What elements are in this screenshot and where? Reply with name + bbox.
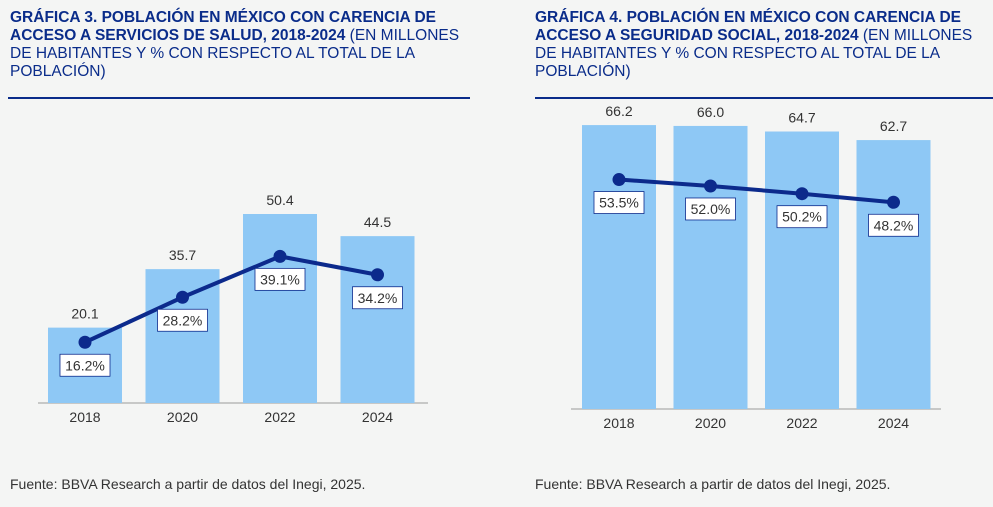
percentage-point-2024 xyxy=(887,195,900,209)
percentage-label-box xyxy=(254,267,306,291)
chart-title-subtitle: (EN MILLONES DE HABITANTES Y % CON RESPE… xyxy=(535,27,973,80)
chart-seguridad-social: 66.2 2018 66.0 2020 64.7 2022 62.7 2024 53.5% 52.… xyxy=(571,103,941,431)
percentage-label: 53.5% xyxy=(599,195,639,211)
percentage-label: 16.2% xyxy=(65,357,105,373)
percentage-label: 52.0% xyxy=(691,201,731,217)
percentage-point-2024 xyxy=(371,268,384,282)
bar-2020 xyxy=(673,125,748,409)
percentage-label-box xyxy=(868,213,919,237)
chart-title-subtitle: (EN MILLONES DE HABITANTES Y % CON RESPE… xyxy=(10,27,460,80)
percentage-label-box xyxy=(776,205,828,229)
x-tick-label: 2018 xyxy=(69,409,100,425)
source-note: Fuente: BBVA Research a partir de datos … xyxy=(535,476,891,492)
bar-value-label: 20.1 xyxy=(71,306,98,322)
percentage-point-2018 xyxy=(78,335,92,349)
chart-title: GRÁFICA 3. POBLACIÓN EN MÉXICO CON CAREN… xyxy=(10,9,480,81)
bar-value-label: 44.5 xyxy=(364,214,391,230)
bar-2024 xyxy=(856,140,931,409)
bar-value-label: 35.7 xyxy=(169,247,196,263)
chart-title-bold: GRÁFICA 3. POBLACIÓN EN MÉXICO CON CAREN… xyxy=(10,9,436,44)
chart-salud: 20.1 2018 35.7 2020 50.4 2022 44.5 2024 16.2% 28.… xyxy=(38,192,428,425)
percentage-point-2020 xyxy=(176,290,189,304)
percentage-label-box xyxy=(352,286,403,310)
bar-value-label: 66.0 xyxy=(697,104,724,120)
percentage-line xyxy=(83,254,380,345)
x-tick-label: 2022 xyxy=(264,409,295,425)
x-tick-label: 2024 xyxy=(878,415,909,431)
bar-2020 xyxy=(145,269,220,403)
bar-2022 xyxy=(243,214,317,403)
x-tick-label: 2020 xyxy=(167,409,198,425)
bar-2022 xyxy=(765,131,839,409)
bar-value-label: 62.7 xyxy=(880,118,907,134)
x-tick-label: 2020 xyxy=(695,415,726,431)
percentage-label: 39.1% xyxy=(260,271,300,287)
title-divider xyxy=(535,97,993,99)
chart-panel-salud: GRÁFICA 3. POBLACIÓN EN MÉXICO CON CAREN… xyxy=(0,0,480,507)
chart-title: GRÁFICA 4. POBLACIÓN EN MÉXICO CON CAREN… xyxy=(535,9,993,81)
percentage-point-2022 xyxy=(273,249,287,263)
percentage-label-box xyxy=(157,308,208,332)
percentage-label-box xyxy=(685,197,736,221)
chart-title-bold: GRÁFICA 4. POBLACIÓN EN MÉXICO CON CAREN… xyxy=(535,9,961,44)
title-divider xyxy=(8,97,470,99)
bar-2024 xyxy=(340,236,415,403)
percentage-label: 50.2% xyxy=(782,209,822,225)
percentage-label: 28.2% xyxy=(163,312,203,328)
percentage-label: 34.2% xyxy=(358,290,398,306)
x-tick-label: 2022 xyxy=(786,415,817,431)
percentage-point-2022 xyxy=(795,187,809,201)
chart-panel-seguridad-social: GRÁFICA 4. POBLACIÓN EN MÉXICO CON CAREN… xyxy=(528,0,993,507)
x-tick-label: 2018 xyxy=(603,415,634,431)
bar-value-label: 50.4 xyxy=(266,192,293,208)
source-note: Fuente: BBVA Research a partir de datos … xyxy=(10,476,366,492)
percentage-label-box xyxy=(59,353,111,377)
percentage-label-box xyxy=(593,191,645,214)
bar-value-label: 64.7 xyxy=(788,110,815,126)
percentage-point-2020 xyxy=(704,179,717,193)
percentage-point-2018 xyxy=(612,173,626,187)
percentage-line xyxy=(617,177,896,205)
bar-2018 xyxy=(582,125,656,409)
percentage-label: 48.2% xyxy=(874,217,914,233)
x-tick-label: 2024 xyxy=(362,409,393,425)
bar-value-label: 66.2 xyxy=(605,103,632,119)
